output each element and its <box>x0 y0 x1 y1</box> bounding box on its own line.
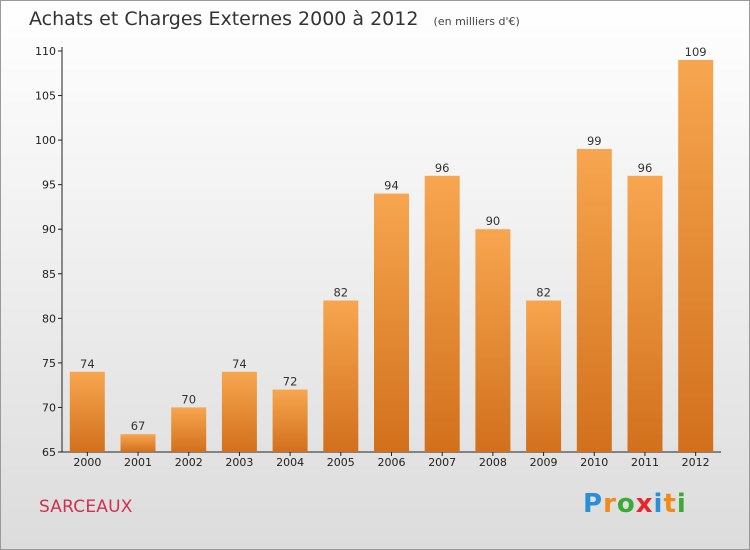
bar-2009 <box>526 300 562 452</box>
y-tick-label: 110 <box>35 45 56 58</box>
y-tick-label: 90 <box>42 223 56 236</box>
data-label: 96 <box>638 161 653 175</box>
data-label: 96 <box>435 161 450 175</box>
bar-2007 <box>424 175 460 453</box>
x-tick-label: 2007 <box>428 456 456 469</box>
brand-letter: i <box>676 489 687 519</box>
x-tick-label: 2008 <box>479 456 507 469</box>
bar-2001 <box>120 434 156 452</box>
x-tick-label: 2006 <box>378 456 406 469</box>
data-label: 82 <box>333 286 348 300</box>
brand-letter: o <box>616 489 636 519</box>
labels-group: 74 67 70 74 72 82 94 96 90 82 99 96 109 <box>80 45 707 433</box>
title-row: Achats et Charges Externes 2000 à 2012 (… <box>29 8 520 30</box>
x-tick-label: 2010 <box>580 456 608 469</box>
y-tick-label: 100 <box>35 134 56 147</box>
bar-2006 <box>374 193 409 452</box>
data-label: 82 <box>536 286 551 300</box>
x-tick-label: 2003 <box>225 456 253 469</box>
brand-logo[interactable]: Proxiti <box>583 489 687 519</box>
x-tick-label: 2009 <box>530 456 558 469</box>
brand-letter: r <box>603 489 617 519</box>
y-tick-label: 65 <box>42 446 56 459</box>
x-tick-label: 2002 <box>175 456 203 469</box>
brand-letter: i <box>653 489 664 519</box>
bar-2005 <box>323 300 359 452</box>
y-tick-label: 105 <box>35 90 56 103</box>
data-label: 70 <box>181 392 196 406</box>
data-label: 109 <box>685 45 707 59</box>
y-tick-label: 70 <box>42 401 56 414</box>
bar-2003 <box>221 371 257 452</box>
data-label: 74 <box>80 357 95 371</box>
data-label: 99 <box>587 134 602 148</box>
x-tick-label: 2001 <box>124 456 152 469</box>
bar-2012 <box>678 59 714 453</box>
bar-2002 <box>171 407 207 452</box>
data-label: 74 <box>232 357 247 371</box>
brand-letter: P <box>583 489 604 519</box>
bar-2008 <box>475 229 511 452</box>
x-tick-label: 2004 <box>276 456 304 469</box>
x-tick-label: 2000 <box>73 456 101 469</box>
brand-letter: t <box>663 489 677 519</box>
bar-2000 <box>69 371 105 452</box>
x-tick-label: 2005 <box>327 456 355 469</box>
chart-unit: (en milliers d'€) <box>433 15 520 28</box>
data-label: 72 <box>283 375 298 389</box>
x-tick-label: 2012 <box>682 456 710 469</box>
y-tick-label: 95 <box>42 179 56 192</box>
y-tick-label: 80 <box>42 312 56 325</box>
bar-2010 <box>576 149 612 452</box>
data-label: 90 <box>486 214 501 228</box>
data-label: 67 <box>131 419 146 433</box>
city-name: SARCEAUX <box>39 497 133 517</box>
chart-title: Achats et Charges Externes 2000 à 2012 <box>29 8 419 30</box>
y-tick-label: 75 <box>42 357 56 370</box>
data-label: 94 <box>384 179 399 193</box>
bar-2011 <box>627 175 663 453</box>
x-tick-label: 2011 <box>631 456 659 469</box>
bars-group <box>69 59 714 453</box>
brand-letter: x <box>635 489 654 519</box>
bar-2004 <box>272 389 308 452</box>
y-tick-label: 85 <box>42 268 56 281</box>
